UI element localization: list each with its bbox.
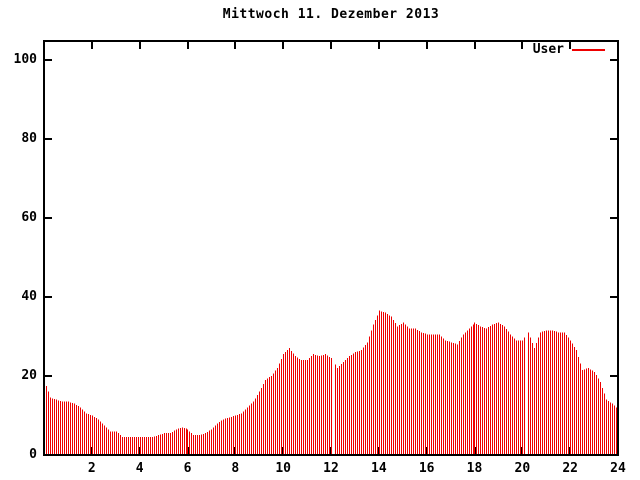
- user-bars: [44, 310, 619, 454]
- y-tick-label: 0: [29, 447, 37, 462]
- legend-label: User: [532, 42, 564, 57]
- x-tick-label: 18: [466, 461, 483, 476]
- x-tick-label: 12: [323, 461, 339, 476]
- x-tick-label: 24: [610, 461, 626, 476]
- chart-title: Mittwoch 11. Dezember 2013: [222, 7, 440, 22]
- y-tick-label: 80: [21, 130, 37, 146]
- x-tick-label: 8: [231, 461, 240, 476]
- legend: User: [470, 43, 605, 56]
- x-tick-label: 16: [418, 461, 435, 476]
- y-tick-label: 60: [21, 209, 37, 225]
- y-tick-label: 20: [21, 367, 37, 383]
- y-tick-label: 40: [21, 288, 37, 304]
- x-tick-label: 2: [87, 461, 96, 476]
- y-tick-label: 100: [13, 51, 37, 67]
- x-tick-label: 14: [371, 461, 387, 476]
- x-tick-label: 4: [135, 461, 144, 476]
- x-tick-label: 22: [562, 461, 578, 476]
- x-tick-label: 10: [275, 461, 291, 476]
- x-tick-label: 20: [514, 461, 531, 476]
- legend-line-sample-icon: [572, 48, 605, 51]
- x-tick-label: 6: [183, 461, 192, 476]
